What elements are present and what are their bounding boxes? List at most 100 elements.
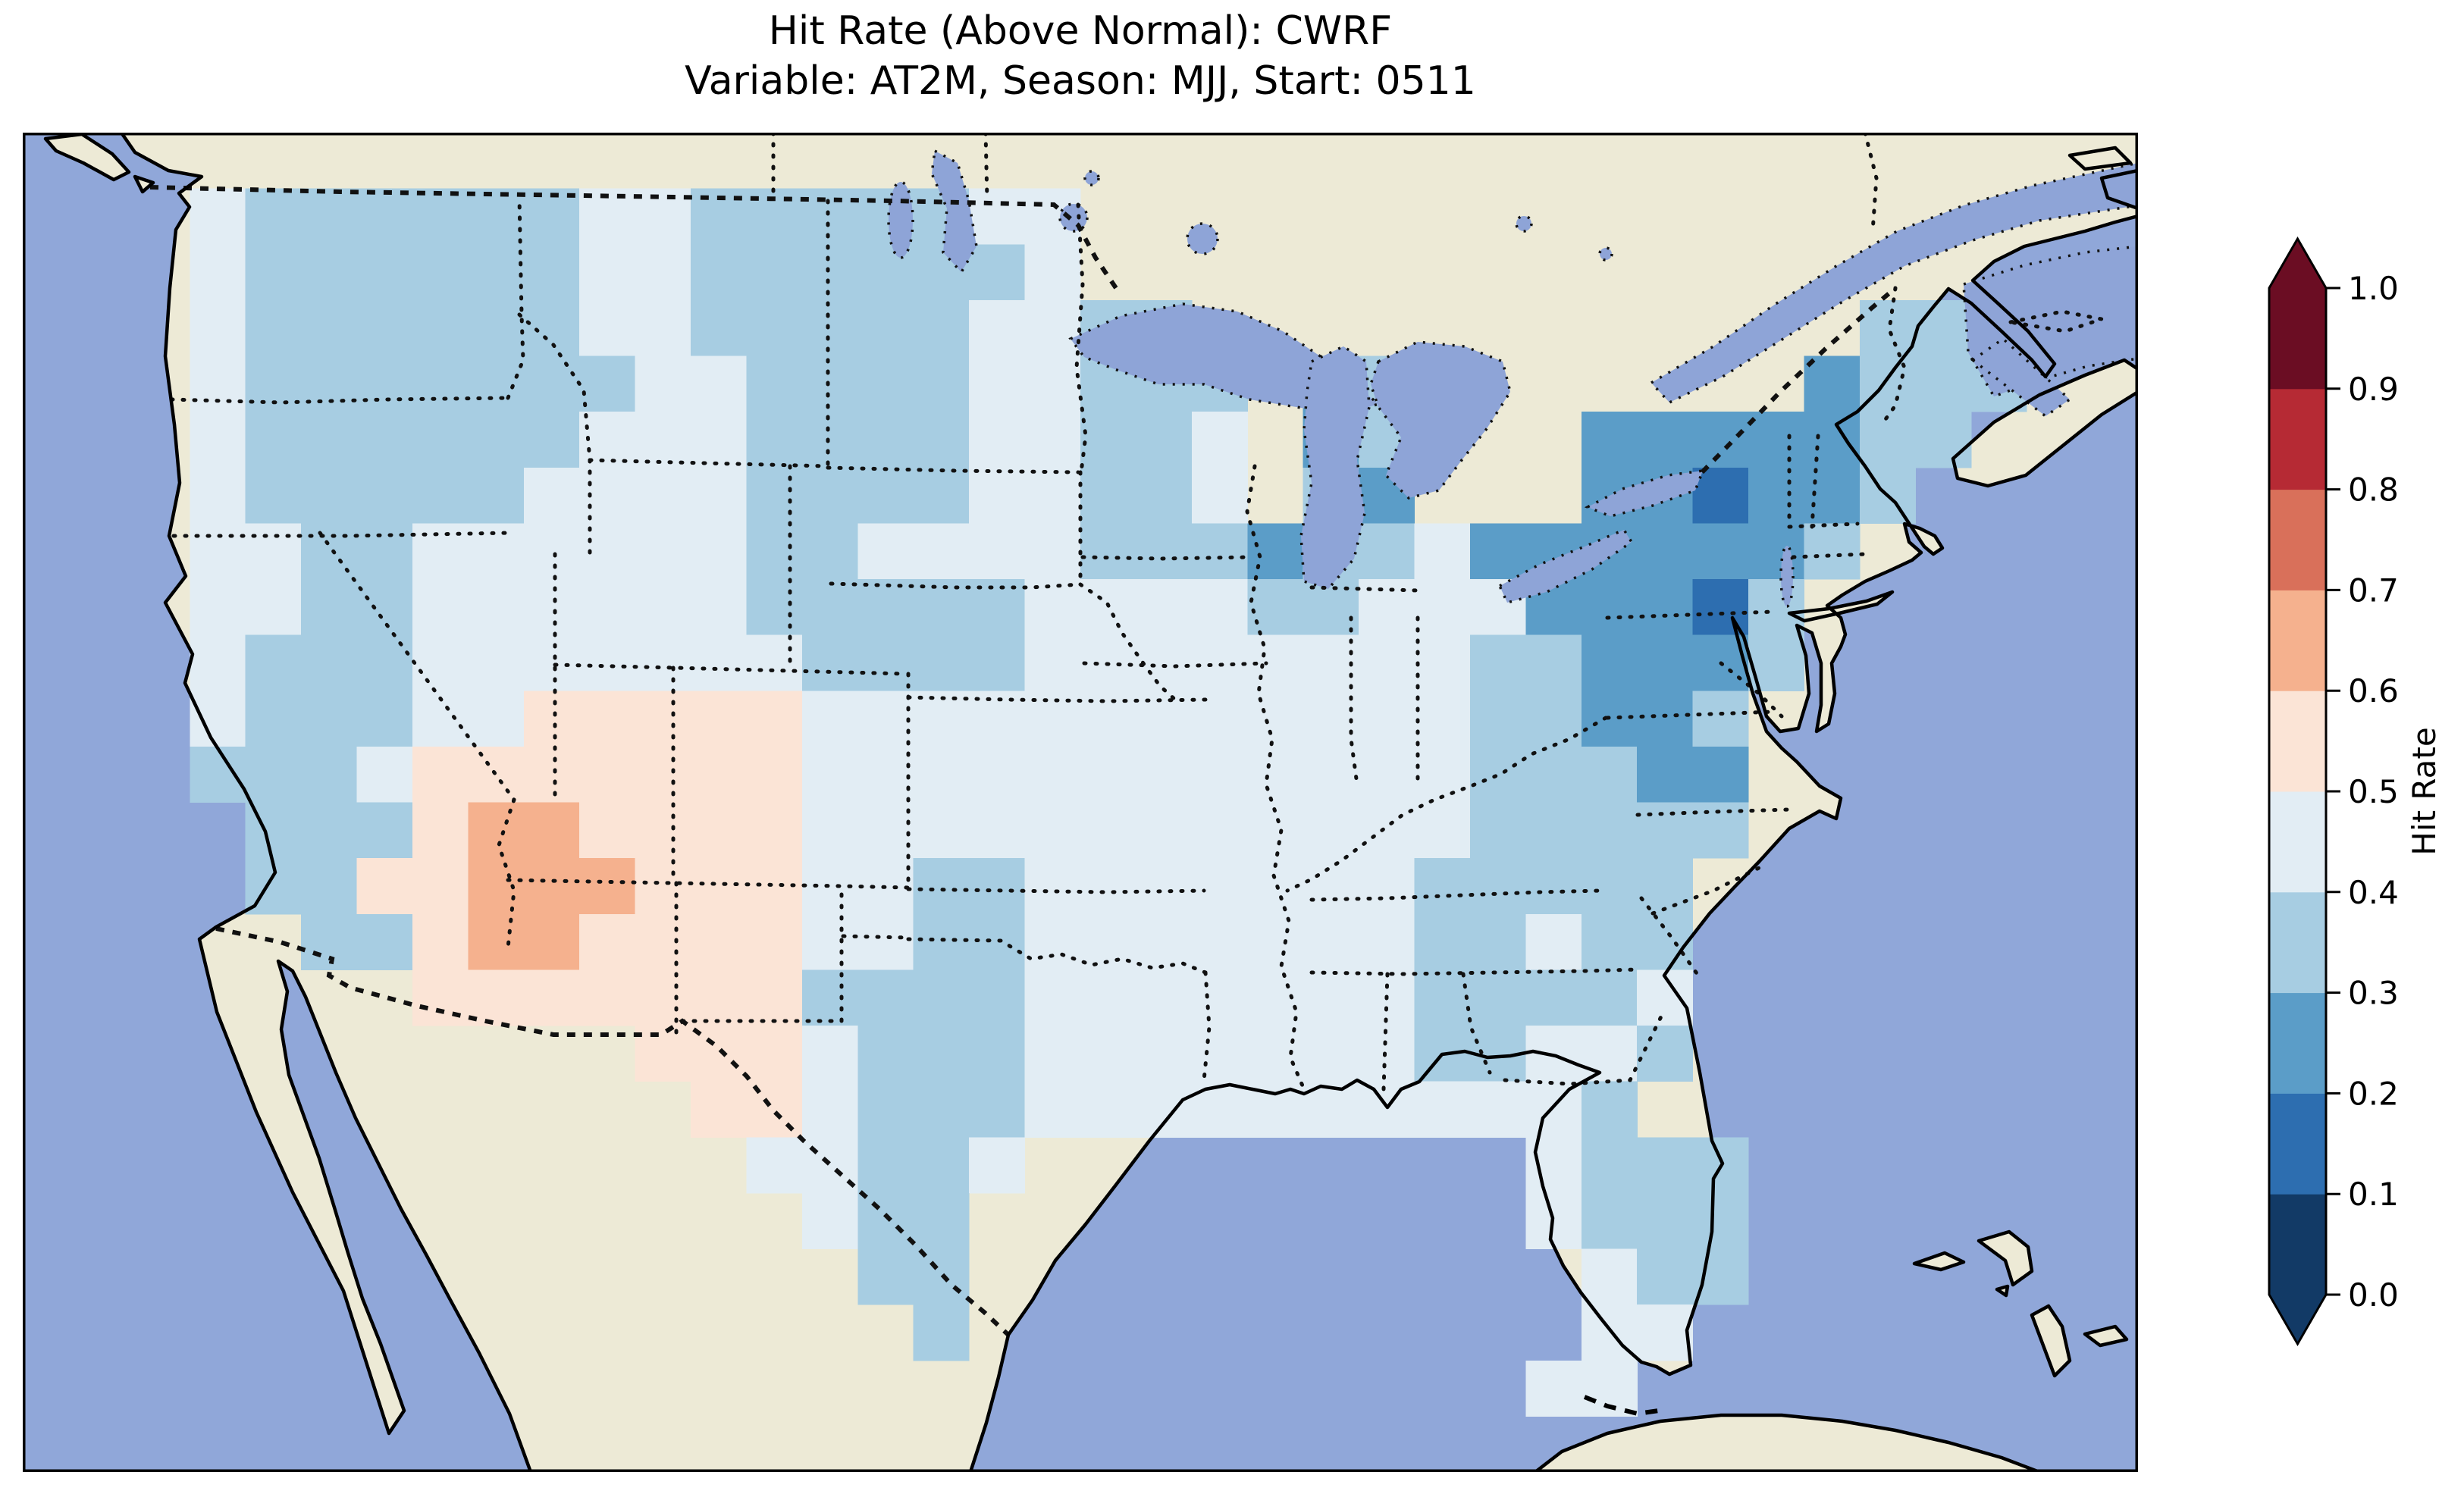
heatmap-cell	[523, 467, 580, 524]
heatmap-cell	[746, 691, 803, 747]
heatmap-cell	[1359, 634, 1415, 691]
map-frame	[23, 133, 2138, 1472]
heatmap-cell	[913, 913, 970, 970]
heatmap-cell	[801, 1026, 858, 1082]
heatmap-cell	[691, 802, 748, 859]
heatmap-cell	[301, 355, 358, 412]
heatmap-cell	[969, 299, 1026, 357]
heatmap-cell	[468, 913, 525, 970]
heatmap-cell	[1191, 412, 1248, 468]
heatmap-cell	[1024, 355, 1081, 412]
heatmap-cell	[356, 634, 413, 691]
heatmap-cell	[1080, 467, 1136, 524]
heatmap-cell	[412, 634, 469, 691]
heatmap-cell	[635, 691, 691, 747]
heatmap-cell	[356, 355, 413, 412]
heatmap-cell	[1469, 1081, 1526, 1138]
colorbar-bin	[2269, 590, 2326, 691]
heatmap-cell	[523, 412, 580, 468]
heatmap-cell	[1136, 412, 1193, 468]
heatmap-cell	[969, 188, 1026, 245]
heatmap-cell	[1581, 634, 1638, 691]
bay-of-fundy	[1970, 337, 2072, 418]
heatmap-cell	[1080, 412, 1136, 468]
heatmap-cell	[1024, 858, 1081, 915]
heatmap-cell	[1024, 467, 1081, 524]
heatmap-cell	[1191, 1026, 1248, 1082]
florida-keys	[1583, 1395, 1665, 1417]
heatmap-cell	[1581, 1192, 1638, 1250]
heatmap-cell	[969, 1026, 1026, 1082]
heatmap-cell	[1525, 746, 1582, 803]
heatmap-cell	[691, 355, 748, 412]
heatmap-cell	[1136, 523, 1193, 580]
colorbar-under-arrow	[2269, 1295, 2326, 1344]
heatmap-cell	[691, 523, 748, 580]
heatmap-cell	[746, 634, 803, 691]
heatmap-cell	[1024, 523, 1081, 580]
heatmap-cell	[579, 523, 636, 580]
heatmap-cell	[468, 579, 525, 636]
heatmap-cell	[579, 913, 636, 970]
heatmap-cell	[1525, 691, 1582, 747]
heatmap-cell	[1359, 913, 1415, 970]
heatmap-cell	[356, 467, 413, 524]
heatmap-cell	[1637, 1248, 1694, 1305]
heatmap-cell	[1303, 913, 1359, 970]
heatmap-cell	[1692, 1248, 1749, 1305]
heatmap-cell	[579, 634, 636, 691]
heatmap-cell	[412, 913, 469, 970]
heatmap-cell	[1414, 913, 1471, 970]
heatmap-cell	[857, 1026, 914, 1082]
mississippi-river-border	[1245, 464, 1306, 1092]
heatmap-cell	[746, 1026, 803, 1082]
heatmap-cell	[245, 188, 302, 245]
heatmap-cell	[356, 858, 413, 915]
coastline	[45, 133, 2138, 1472]
small-lake	[1083, 170, 1100, 186]
heatmap-cell	[468, 858, 525, 915]
heatmap-cell	[1804, 412, 1861, 468]
title-line-2: Variable: AT2M, Season: MJJ, Start: 0511	[685, 58, 1476, 104]
colorbar-tick-label: 0.1	[2348, 1176, 2399, 1213]
colorbar: 1.0 0.9 0.8 0.7 0.6 0.5 0.4 0.3 0.2 0.1 0.0 Hit Ra…	[2268, 236, 2443, 1347]
heatmap-cell	[1525, 969, 1582, 1026]
heatmap-cell	[1080, 858, 1136, 915]
heatmap-cell	[245, 579, 302, 636]
heatmap-cell	[1469, 969, 1526, 1026]
heatmap-cell	[245, 299, 302, 357]
heatmap-cell	[857, 746, 914, 803]
heatmap-cell	[691, 746, 748, 803]
ohio-river-border	[1285, 716, 1608, 893]
heatmap-cell	[1414, 746, 1471, 803]
heatmap-cell	[1525, 913, 1582, 970]
heatmap-cell	[691, 634, 748, 691]
heatmap-cell	[969, 634, 1026, 691]
heatmap-cell	[1024, 1026, 1081, 1082]
lake-huron	[1369, 340, 1512, 500]
heatmap-cell	[857, 1248, 914, 1305]
heatmap-cell	[412, 467, 469, 524]
heatmap-cell	[301, 412, 358, 468]
heatmap-cell	[913, 691, 970, 747]
heatmap-cell	[523, 969, 580, 1026]
heatmap-cell	[1024, 634, 1081, 691]
colorbar-bin	[2269, 1194, 2326, 1295]
colorbar-tick-label: 0.2	[2348, 1075, 2399, 1112]
heatmap-cell	[1637, 746, 1694, 803]
heatmap-cell	[1024, 244, 1081, 301]
map-canvas	[23, 133, 2138, 1472]
heatmap-cell	[190, 467, 246, 524]
heatmap-cell	[1637, 1026, 1694, 1082]
heatmap-cell	[190, 244, 246, 301]
heatmap-cell	[691, 913, 748, 970]
heatmap-cell	[857, 579, 914, 636]
heatmap-cell	[1859, 355, 1916, 412]
heatmap-cell	[190, 412, 246, 468]
heatmap-cell	[801, 579, 858, 636]
heatmap-cell	[1525, 1360, 1582, 1417]
heatmap-cell	[969, 523, 1026, 580]
lake-manitoba	[887, 180, 914, 259]
lake-michigan	[1299, 344, 1371, 591]
